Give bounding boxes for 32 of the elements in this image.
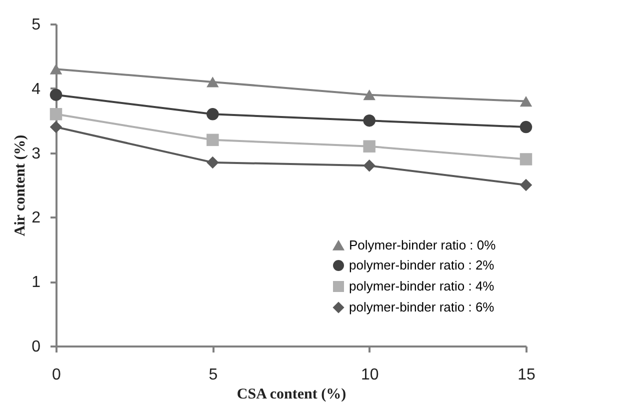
point xyxy=(363,140,376,152)
legend-label: polymer-binder ratio : 4% xyxy=(349,278,495,294)
y-tick-label: 5 xyxy=(32,16,41,34)
point xyxy=(520,96,532,107)
point xyxy=(206,156,219,169)
x-tick-label: 0 xyxy=(52,366,62,384)
y-tick-label: 2 xyxy=(32,210,41,227)
legend-label: polymer-binder ratio : 6% xyxy=(349,300,495,314)
x-tick-label: 10 xyxy=(360,366,379,384)
point xyxy=(206,76,219,88)
x-tick-label: 5 xyxy=(208,366,218,384)
y-tick-label: 1 xyxy=(32,274,41,292)
y-tick-label: 4 xyxy=(32,80,41,98)
point xyxy=(50,108,62,120)
point xyxy=(363,114,376,127)
point xyxy=(520,153,532,166)
y-tick-label: 3 xyxy=(32,145,41,162)
point xyxy=(50,120,62,134)
x-axis-title: CSA content (%) xyxy=(236,386,346,402)
legend-label: Polymer-binder ratio : 0% xyxy=(349,238,496,252)
point xyxy=(520,178,532,192)
y-axis-title: Air content (%) xyxy=(12,134,29,236)
point xyxy=(206,108,219,120)
y-tick-label: 0 xyxy=(32,338,41,356)
point xyxy=(50,64,62,74)
legend-label: polymer-binder ratio : 2% xyxy=(349,258,495,272)
x-tick-label: 15 xyxy=(518,366,536,384)
point xyxy=(206,134,219,146)
point xyxy=(520,120,532,134)
point xyxy=(363,90,376,100)
point xyxy=(50,88,62,101)
point xyxy=(363,160,376,172)
